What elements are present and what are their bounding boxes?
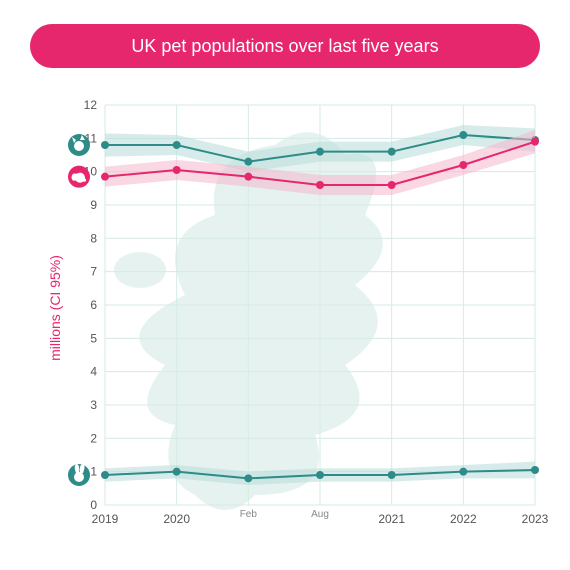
- x-tick-sublabel: Feb: [240, 509, 258, 520]
- cats-marker: [101, 141, 109, 149]
- x-tick-label: 2019: [92, 512, 119, 526]
- y-tick-label: 5: [90, 331, 97, 345]
- dogs-marker: [459, 161, 467, 169]
- chart-title-bar: UK pet populations over last five years: [30, 24, 540, 68]
- rabbit-icon: [68, 464, 90, 486]
- dogs-marker: [101, 173, 109, 181]
- dogs-marker: [173, 166, 181, 174]
- y-tick-label: 12: [84, 98, 98, 112]
- y-tick-label: 8: [90, 231, 97, 245]
- y-tick-label: 3: [90, 398, 97, 412]
- uk-map-silhouette-ni: [114, 252, 166, 288]
- rabbits-marker: [173, 468, 181, 476]
- line-chart: 012345678910111220192020FebAug2021202220…: [45, 85, 550, 555]
- dogs-marker: [531, 138, 539, 146]
- x-tick-label: 2020: [163, 512, 190, 526]
- dogs-marker: [388, 181, 396, 189]
- y-tick-label: 7: [90, 265, 97, 279]
- rabbits-marker: [531, 466, 539, 474]
- cats-marker: [459, 131, 467, 139]
- y-tick-label: 1: [90, 465, 97, 479]
- dog-icon: [68, 166, 90, 188]
- x-tick-label: 2023: [522, 512, 549, 526]
- cats-marker: [244, 158, 252, 166]
- rabbits-marker: [244, 474, 252, 482]
- y-tick-label: 4: [90, 365, 97, 379]
- cat-icon: [68, 134, 90, 156]
- x-tick-label: 2021: [378, 512, 405, 526]
- dogs-marker: [316, 181, 324, 189]
- rabbits-marker: [101, 471, 109, 479]
- chart-container: UK pet populations over last five years …: [0, 0, 570, 570]
- x-tick-label: 2022: [450, 512, 477, 526]
- cats-marker: [173, 141, 181, 149]
- y-tick-label: 6: [90, 298, 97, 312]
- rabbits-marker: [316, 471, 324, 479]
- rabbits-marker: [388, 471, 396, 479]
- cats-marker: [388, 148, 396, 156]
- y-tick-label: 0: [90, 498, 97, 512]
- rabbits-marker: [459, 468, 467, 476]
- cats-marker: [316, 148, 324, 156]
- dogs-marker: [244, 173, 252, 181]
- y-tick-label: 9: [90, 198, 97, 212]
- x-tick-sublabel: Aug: [311, 509, 329, 520]
- y-tick-label: 2: [90, 431, 97, 445]
- chart-title: UK pet populations over last five years: [131, 36, 438, 57]
